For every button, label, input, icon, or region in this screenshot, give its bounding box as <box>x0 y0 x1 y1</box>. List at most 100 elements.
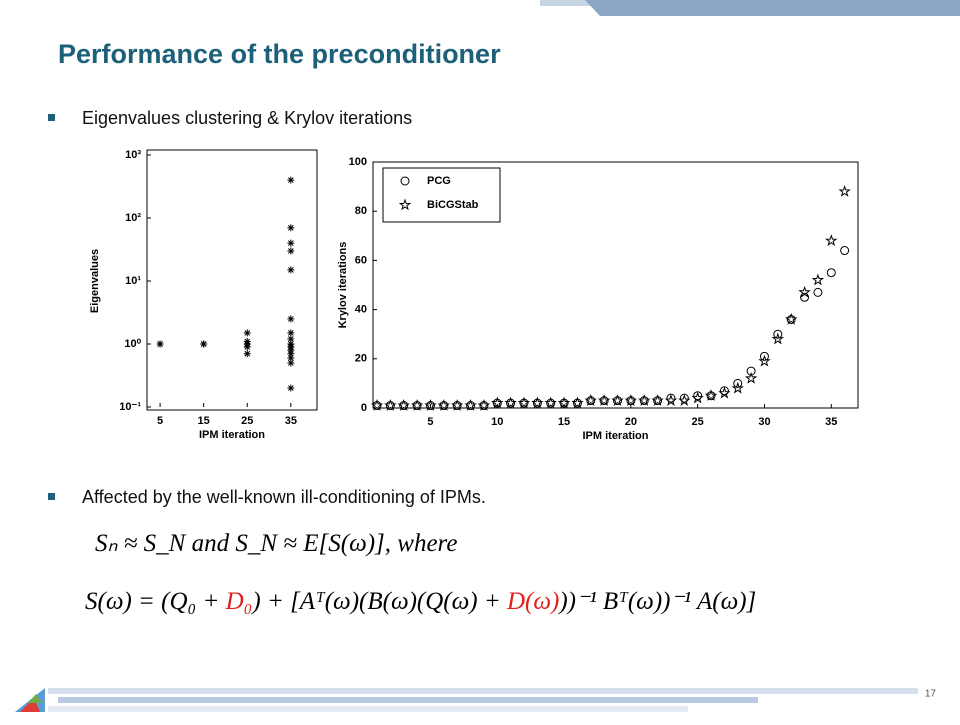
point <box>517 396 531 409</box>
point <box>287 384 295 392</box>
point <box>450 398 464 411</box>
point <box>397 398 410 411</box>
slide-title: Performance of the preconditioner <box>58 39 501 69</box>
point <box>811 273 825 286</box>
footer-band <box>48 706 688 712</box>
point <box>624 394 638 406</box>
point <box>759 351 769 361</box>
x-tick-label: 35 <box>825 416 837 428</box>
y-tick-label: 10¹ <box>125 275 141 287</box>
point <box>504 396 517 409</box>
y-tick-label: 100 <box>349 156 367 168</box>
y-axis-label: Eigenvalues <box>89 249 101 313</box>
point <box>758 354 771 367</box>
bullet: Affected by the well-known ill-condition… <box>82 487 486 507</box>
point <box>798 285 811 298</box>
point <box>287 354 295 362</box>
point <box>773 329 783 339</box>
point <box>384 398 397 411</box>
x-tick-label: 20 <box>625 416 637 428</box>
point <box>410 398 424 411</box>
point <box>398 198 412 211</box>
point <box>664 394 678 406</box>
point <box>651 394 664 406</box>
point <box>813 287 823 297</box>
point <box>771 332 785 345</box>
equation-part: ) + [Aᵀ(ω)(B(ω)(Q(ω) + <box>250 588 507 615</box>
point <box>287 239 295 247</box>
point <box>287 335 295 343</box>
point <box>370 398 384 411</box>
plot-frame <box>146 149 318 411</box>
bullet-marker <box>48 114 55 121</box>
x-tick-label: 30 <box>758 416 770 428</box>
legend-box <box>382 167 501 223</box>
point <box>733 378 743 388</box>
point <box>584 394 597 406</box>
point <box>838 184 851 197</box>
equation-part: S(ω) = (Q₀ + <box>85 588 226 615</box>
point <box>243 343 251 351</box>
point <box>746 366 756 376</box>
point <box>477 398 491 411</box>
point <box>491 396 504 409</box>
point <box>825 234 838 247</box>
y-tick-label: 10⁰ <box>124 338 141 350</box>
x-tick-label: 15 <box>198 415 210 427</box>
point <box>731 381 744 394</box>
point <box>840 246 850 256</box>
point <box>437 398 451 411</box>
point <box>678 394 691 406</box>
equation: Sₙ ≈ S_N and S_N ≈ E[S(ω)], where <box>95 530 457 557</box>
y-tick-label: 80 <box>355 205 367 217</box>
point <box>287 346 295 354</box>
y-tick-label: 40 <box>355 304 367 316</box>
point <box>544 396 557 409</box>
point <box>287 359 295 367</box>
bullet-marker <box>48 493 55 500</box>
bullet: Eigenvalues clustering & Krylov iteratio… <box>82 108 412 128</box>
x-axis-label: IPM iteration <box>582 430 648 442</box>
equation-part: ))⁻¹ Bᵀ(ω))⁻¹ A(ω)] <box>557 588 756 615</box>
point <box>400 176 410 186</box>
point <box>744 371 758 384</box>
point <box>287 350 295 358</box>
y-tick-label: 10⁻¹ <box>119 401 141 413</box>
point <box>557 396 571 409</box>
x-tick-label: 5 <box>157 415 163 427</box>
x-tick-label: 5 <box>427 416 433 428</box>
x-tick-label: 35 <box>285 415 297 427</box>
point <box>424 398 437 411</box>
y-tick-label: 10³ <box>125 149 141 161</box>
x-tick-label: 10 <box>491 416 503 428</box>
point <box>243 329 251 337</box>
y-tick-label: 60 <box>355 254 367 266</box>
x-tick-label: 25 <box>692 416 704 428</box>
plot-frame <box>372 161 859 409</box>
point <box>718 386 731 399</box>
point <box>826 268 836 278</box>
point <box>691 391 704 404</box>
y-tick-label: 10² <box>125 212 141 224</box>
point <box>287 247 295 255</box>
point <box>464 398 477 411</box>
point <box>704 389 718 401</box>
point <box>784 312 798 325</box>
legend-label: PCG <box>427 175 451 187</box>
y-tick-label: 0 <box>361 402 367 414</box>
equation: S(ω) = (Q₀ + D₀) + [Aᵀ(ω)(B(ω)(Q(ω) + D(… <box>85 588 756 615</box>
x-axis-label: IPM iteration <box>199 429 265 441</box>
point <box>287 224 295 232</box>
logo <box>15 688 45 712</box>
point <box>531 396 544 409</box>
point <box>597 394 611 406</box>
point <box>156 340 164 348</box>
point <box>611 394 624 406</box>
page-number: 17 <box>925 689 937 700</box>
point <box>800 292 810 302</box>
logo-part <box>28 694 42 703</box>
footer-band <box>58 697 758 703</box>
point <box>287 176 295 184</box>
equation-part: D₀ <box>225 588 253 615</box>
point <box>243 350 251 358</box>
